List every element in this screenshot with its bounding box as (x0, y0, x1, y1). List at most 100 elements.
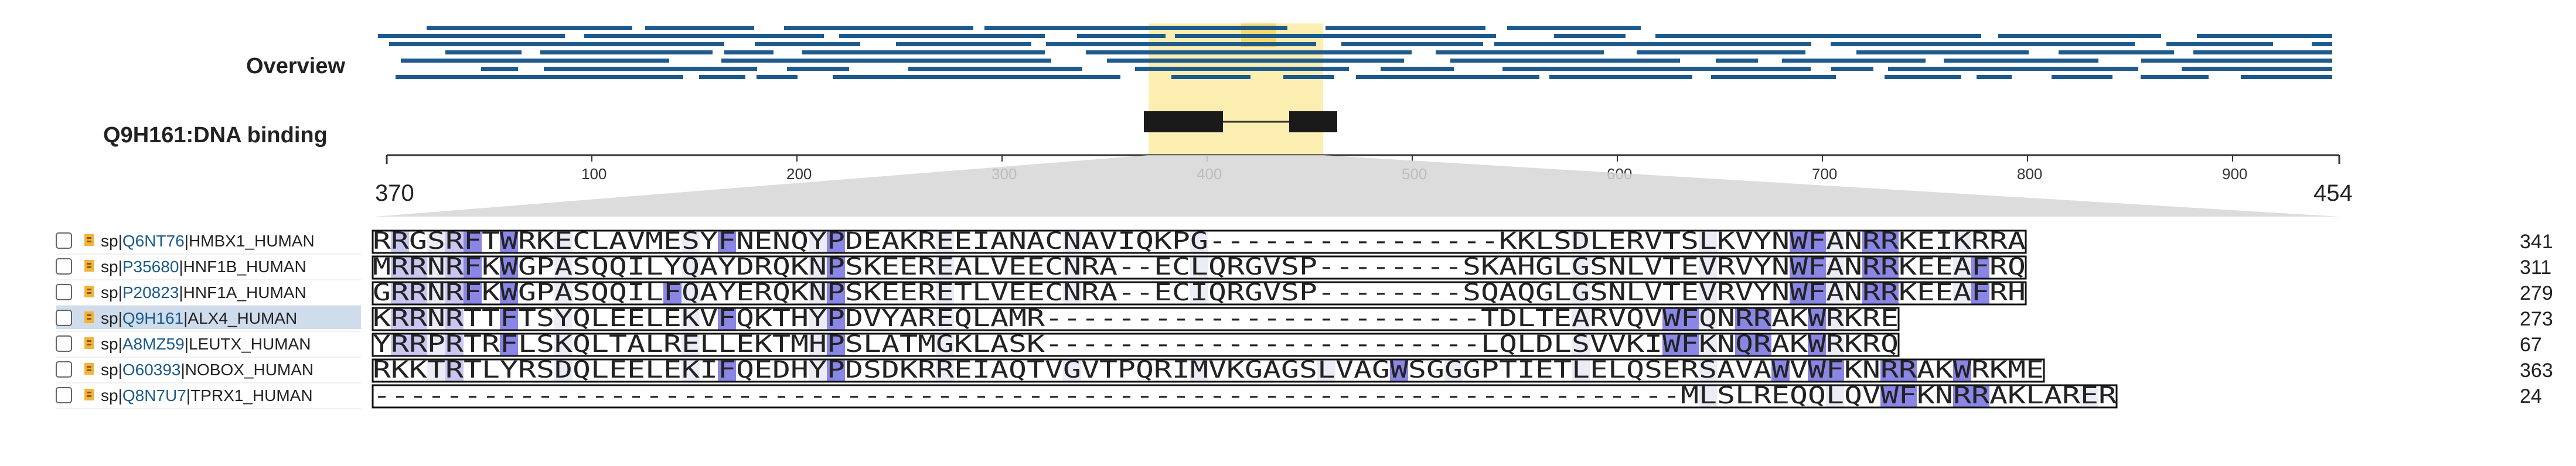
sequence-text: MRRNRFKWGPASQQILYQAYDRQKNPSKEEREALVEECNR… (373, 253, 2026, 280)
overview-bar (2182, 67, 2332, 71)
sequence-text: RRGSRFTWRKECLAVMESYFNENQYPDEAKREEIANACNA… (373, 228, 2026, 255)
accession-link[interactable]: Q6NT76 (122, 232, 185, 250)
row-checkbox-icon[interactable] (56, 232, 72, 249)
overview-bar (1502, 67, 1811, 71)
alignment-row[interactable]: sp|Q6NT76|HMBX1_HUMAN RRGSRFTWRKECLAVMESY… (56, 228, 2553, 255)
overview-bar (1655, 34, 1981, 38)
accession-link[interactable]: A8MZ59 (122, 335, 185, 353)
feature-track-label: Q9H161:DNA binding (103, 123, 328, 148)
feature-block-left (1144, 111, 1223, 132)
alignment-row[interactable]: sp|A8MZ59|LEUTX_HUMAN YRRPRTRFLSKQLTALREL… (56, 331, 2542, 358)
row-checkbox-icon[interactable] (56, 258, 72, 275)
overview-label: Overview (246, 54, 345, 78)
overview-bar (757, 75, 798, 79)
sequence-text: RKKTRTLYRSDQLEELEKIFQEDHYPDSDKRREIAQTVGV… (373, 357, 2044, 383)
overview-bar (896, 42, 1031, 46)
overview-bar (784, 26, 973, 30)
row-label: sp|O60393|NOBOX_HUMAN (101, 361, 314, 379)
conservation-shading (391, 308, 1844, 330)
overview-bar (787, 67, 849, 71)
row-checkbox-icon[interactable] (56, 361, 72, 378)
row-end-position: 279 (2520, 282, 2553, 304)
alignment-row[interactable]: sp|Q9H161|ALX4_HUMAN KRRNRTTFTSYQLEELEKVF… (56, 305, 2553, 332)
accession-link[interactable]: O60393 (122, 361, 181, 379)
overview-bar (1341, 42, 1483, 46)
accession-link[interactable]: P20823 (122, 283, 179, 301)
overview-bar (645, 26, 754, 30)
overview-bar (1046, 42, 1316, 46)
feature-block-right (1289, 111, 1337, 132)
row-end-position: 67 (2520, 334, 2542, 356)
ruler-tick-label: 700 (1812, 165, 1837, 183)
alignment-row[interactable]: sp|O60393|NOBOX_HUMAN RKKTRTLYRSDQLEELEKI… (56, 357, 2553, 383)
overview-bar (1086, 50, 1412, 54)
overview-bar (1283, 75, 1334, 79)
overview-bar (1436, 50, 1604, 54)
overview-bar (1507, 26, 1641, 30)
row-end-position: 273 (2520, 308, 2553, 330)
overview-bar (1356, 75, 1539, 79)
sequence-block-outline (372, 358, 2045, 383)
row-label: sp|P20823|HNF1A_HUMAN (101, 283, 306, 301)
overview-bar (1888, 67, 2138, 71)
overview-bar (445, 50, 522, 54)
overview-bar (1494, 42, 1811, 46)
row-checkbox-icon[interactable] (56, 284, 72, 300)
uniprot-entry-icon (84, 311, 94, 323)
conservation-shading (391, 334, 1844, 356)
row-label: sp|A8MZ59|LEUTX_HUMAN (101, 335, 311, 353)
overview-bar (2141, 75, 2209, 79)
overview-track[interactable] (378, 26, 2332, 79)
overview-bar (1554, 34, 1626, 38)
overview-bar (755, 42, 860, 46)
overview-bar (1856, 50, 2029, 54)
overview-bar (1711, 75, 1836, 79)
accession-link[interactable]: Q8N7U7 (122, 386, 186, 405)
accession-link[interactable]: P35680 (122, 258, 179, 276)
sequence-block-outline (372, 307, 1900, 331)
sequence-text: GRRNRFKWGPASQQILFQAYERQKNPSKEERETLVEECNR… (373, 279, 2026, 306)
uniprot-entry-icon (84, 286, 94, 297)
conservation-shading (391, 231, 1971, 253)
overview-bar (839, 34, 1045, 38)
overview-bar (802, 50, 1045, 54)
overview-bar (984, 26, 1287, 30)
overview-bar (2166, 42, 2273, 46)
alignment-row[interactable]: sp|Q8N7U7|TPRX1_HUMAN -------------------… (56, 382, 2542, 409)
alignment-row[interactable]: sp|P20823|HNF1A_HUMAN GRRNRFKWGPASQQILFQA… (56, 279, 2553, 306)
overview-bar (401, 59, 669, 63)
ruler-tick-label: 200 (786, 165, 812, 183)
overview-bar (1831, 42, 2135, 46)
overview-bar (427, 26, 632, 30)
accession-link[interactable]: Q9H161 (122, 309, 183, 327)
overview-bar (2197, 34, 2332, 38)
zoom-funnel (375, 155, 2339, 217)
overview-bar (1831, 67, 1873, 71)
row-checkbox-icon[interactable] (56, 387, 72, 403)
overview-bar (1326, 26, 1485, 30)
overview-bar (2141, 59, 2332, 63)
overview-bar (1637, 50, 1805, 54)
overview-bar (396, 75, 683, 79)
row-end-position: 363 (2520, 359, 2553, 382)
dna-binding-feature[interactable] (1144, 111, 1337, 132)
overview-bar (2193, 50, 2332, 54)
overview-bar (699, 75, 745, 79)
ruler-tick-label: 100 (581, 165, 606, 183)
selected-row-highlight (56, 306, 361, 329)
overview-bar (1107, 59, 1404, 63)
row-checkbox-icon[interactable] (56, 335, 72, 352)
alignment-rows: sp|Q6NT76|HMBX1_HUMAN RRGSRFTWRKECLAVMESY… (56, 228, 2553, 409)
sequence-text: ----------------------------------------… (373, 382, 2117, 409)
overview-bar (1944, 59, 2098, 63)
overview-bar (1450, 59, 1680, 63)
row-label: sp|P35680|HNF1B_HUMAN (101, 258, 306, 276)
overview-bar (544, 67, 757, 71)
uniprot-entry-icon (84, 363, 94, 375)
row-end-position: 311 (2520, 256, 2551, 279)
alignment-row[interactable]: sp|P35680|HNF1B_HUMAN MRRNRFKWGPASQQILYQA… (56, 253, 2551, 280)
row-checkbox-icon[interactable] (56, 310, 72, 326)
sequence-block-outline (372, 255, 2027, 280)
sequence-block-outline (372, 229, 2027, 254)
overview-bar (1998, 34, 2161, 38)
